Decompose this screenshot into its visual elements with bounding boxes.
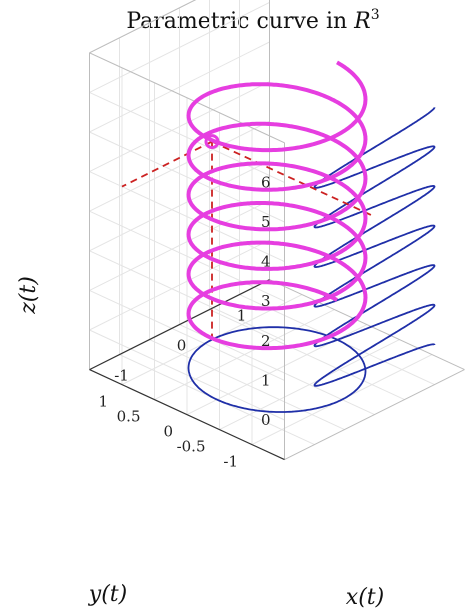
x-axis-label: x(t) — [346, 585, 384, 610]
z-tick-label: 1 — [261, 371, 271, 389]
z-tick-label: 3 — [261, 292, 271, 310]
helix-curve — [186, 60, 368, 351]
y-tick-label: -1 — [223, 453, 238, 471]
x-tick-label: -1 — [114, 367, 129, 385]
axis-lines — [89, 279, 285, 461]
z-tick-label: 2 — [261, 332, 271, 350]
z-tick-label: 6 — [261, 173, 271, 191]
x-tick-label: 0 — [177, 337, 187, 355]
z-tick-label: 5 — [261, 213, 271, 231]
chart-title: Parametric curve in R3 — [126, 7, 379, 34]
z-tick-label: 0 — [261, 411, 271, 429]
point-guide-lines — [121, 140, 375, 340]
y-tick-label: 0.5 — [117, 408, 141, 426]
z-tick-labels: 0 1 2 3 4 5 6 — [261, 173, 271, 429]
y-tick-label: 1 — [98, 393, 108, 411]
current-point-marker — [204, 134, 220, 150]
z-tick-label: 4 — [261, 253, 271, 271]
xz-projection-curve — [313, 107, 436, 387]
xy-projection-circle — [187, 326, 367, 413]
y-axis-label: y(t) — [88, 582, 127, 607]
axes-box — [89, 0, 465, 461]
z-axis-label: z(t) — [16, 276, 41, 315]
y-tick-label: 0 — [163, 423, 173, 441]
y-tick-label: -0.5 — [177, 438, 206, 456]
y-tick-labels: -1 -0.50 0.5 1 — [98, 393, 238, 471]
x-tick-label: 1 — [237, 307, 247, 325]
x-tick-labels: -1 0 1 — [114, 307, 246, 385]
axes-frame — [89, 0, 465, 461]
